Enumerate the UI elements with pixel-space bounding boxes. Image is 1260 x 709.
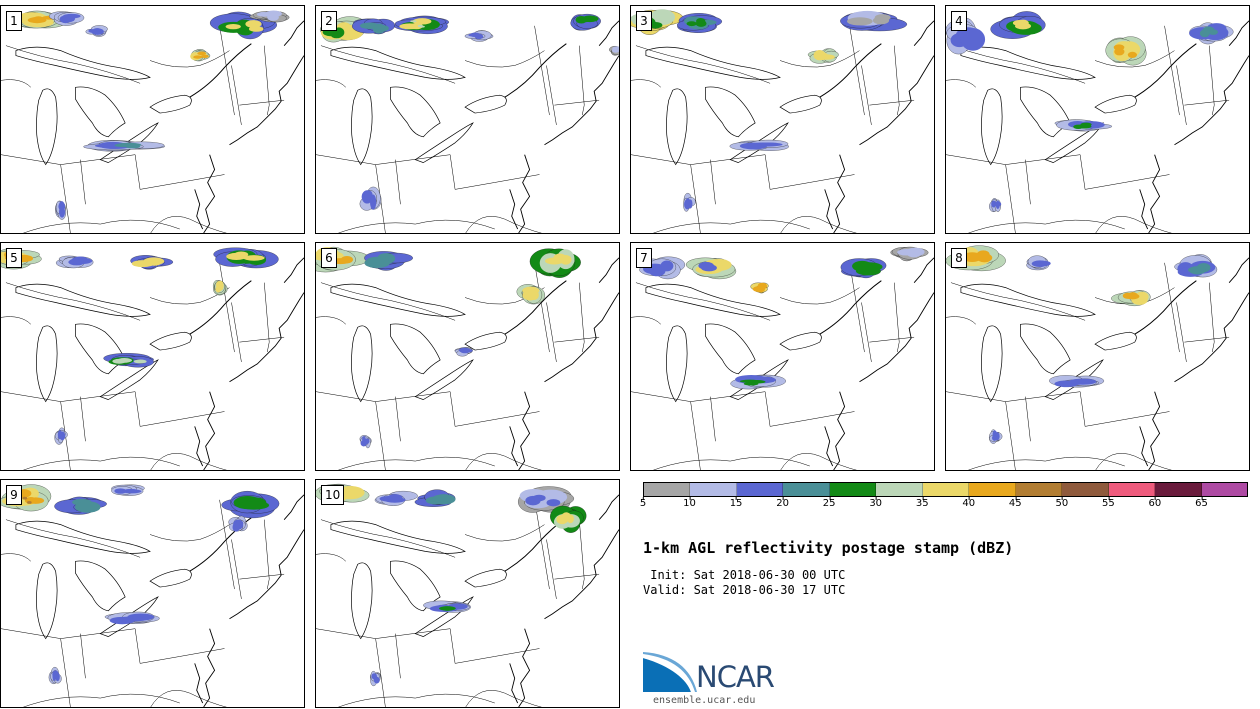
colorbar-bin-9 bbox=[1015, 483, 1063, 496]
member-panel-4: 4 bbox=[945, 5, 1250, 234]
colorbar-tick-25: 25 bbox=[822, 497, 836, 509]
map-member-6 bbox=[316, 246, 619, 470]
colorbar-tick-35: 35 bbox=[915, 497, 929, 509]
colorbar-tick-55: 55 bbox=[1102, 497, 1115, 509]
member-label-10: 10 bbox=[321, 485, 345, 505]
member-panel-3: 3 bbox=[630, 5, 935, 234]
colorbar-bin-12 bbox=[1155, 483, 1202, 496]
colorbar-tick-5: 5 bbox=[639, 497, 647, 509]
member-label-4: 4 bbox=[951, 11, 967, 31]
colorbar-bin-5 bbox=[829, 483, 877, 496]
colorbar-tick-15: 15 bbox=[729, 497, 743, 509]
member-label-3: 3 bbox=[636, 11, 652, 31]
map-member-9 bbox=[1, 484, 304, 707]
ncar-logo-text: NCAR bbox=[696, 660, 775, 694]
member-panel-5: 5 bbox=[0, 242, 305, 471]
colorbar-bin-3 bbox=[736, 483, 784, 496]
colorbar-bin-11 bbox=[1108, 483, 1156, 496]
site-url: ensemble.ucar.edu bbox=[653, 695, 756, 706]
colorbar-tick-30: 30 bbox=[869, 497, 883, 509]
colorbar-bin-10 bbox=[1062, 483, 1109, 496]
map-member-4 bbox=[946, 11, 1249, 233]
member-panel-7: 7 bbox=[630, 242, 935, 471]
member-panel-1: 1 bbox=[0, 5, 305, 234]
map-member-8 bbox=[946, 245, 1249, 470]
member-label-5: 5 bbox=[6, 248, 22, 268]
member-label-6: 6 bbox=[321, 248, 337, 268]
colorbar-bin-7 bbox=[922, 483, 970, 496]
map-member-5 bbox=[1, 247, 304, 470]
member-panel-6: 6 bbox=[315, 242, 620, 471]
colorbar-tick-40: 40 bbox=[962, 497, 976, 509]
colorbar-tick-45: 45 bbox=[1008, 497, 1022, 509]
colorbar-ticks: 5 10 15 20 25 30 35 40 45 50 55 60 65 bbox=[639, 497, 1248, 518]
colorbar-bin-8 bbox=[969, 483, 1016, 496]
colorbar-bin-6 bbox=[876, 483, 923, 496]
colorbar-tick-60: 60 bbox=[1148, 497, 1162, 509]
colorbar-tick-10: 10 bbox=[683, 497, 696, 509]
member-panel-10: 10 bbox=[315, 479, 620, 708]
map-member-2 bbox=[316, 13, 619, 233]
colorbar-tick-50: 50 bbox=[1055, 497, 1069, 509]
plot-title: 1-km AGL reflectivity postage stamp (dBZ… bbox=[643, 539, 1014, 557]
member-label-9: 9 bbox=[6, 485, 22, 505]
member-label-8: 8 bbox=[951, 248, 967, 268]
colorbar-bin-13 bbox=[1201, 483, 1248, 496]
member-panel-9: 9 bbox=[0, 479, 305, 708]
map-member-1 bbox=[1, 10, 304, 233]
map-member-3 bbox=[631, 9, 934, 233]
colorbar-tick-20: 20 bbox=[776, 497, 789, 509]
colorbar-tick-65: 65 bbox=[1195, 497, 1208, 509]
reflectivity-colorbar bbox=[643, 482, 1248, 497]
member-panel-8: 8 bbox=[945, 242, 1250, 471]
map-member-10 bbox=[316, 483, 619, 707]
member-panel-2: 2 bbox=[315, 5, 620, 234]
member-label-2: 2 bbox=[321, 11, 337, 31]
colorbar-bin-4 bbox=[783, 483, 830, 496]
ncar-logo-icon bbox=[643, 652, 697, 692]
colorbar-bin-1 bbox=[644, 483, 691, 496]
member-label-7: 7 bbox=[636, 248, 652, 268]
valid-time: Valid: Sat 2018-06-30 17 UTC bbox=[643, 583, 846, 597]
init-time: Init: Sat 2018-06-30 00 UTC bbox=[643, 568, 846, 582]
member-label-1: 1 bbox=[6, 11, 22, 31]
colorbar-bin-2 bbox=[690, 483, 737, 496]
map-member-7 bbox=[631, 246, 934, 470]
